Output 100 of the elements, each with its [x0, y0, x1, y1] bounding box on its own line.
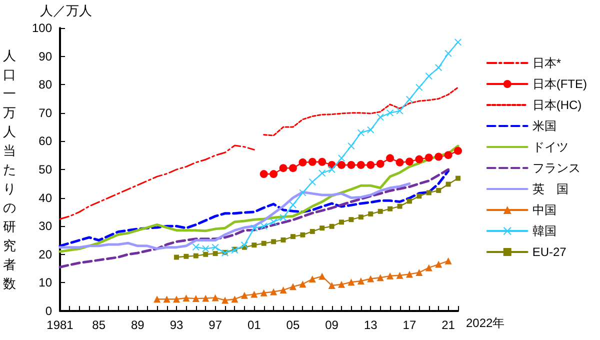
y-tick-label: 30 — [38, 219, 52, 234]
point — [182, 294, 190, 302]
point — [358, 214, 364, 220]
y-tick-label: 0 — [45, 304, 52, 318]
point — [318, 158, 326, 166]
point — [454, 38, 462, 46]
point — [435, 64, 442, 72]
point — [310, 228, 315, 234]
point — [270, 288, 278, 296]
point — [308, 178, 316, 186]
point — [193, 253, 198, 258]
legend-label: 米国 — [532, 119, 556, 133]
point — [250, 290, 258, 298]
point — [435, 260, 442, 268]
line-series — [58, 168, 450, 268]
point — [405, 158, 414, 166]
point — [366, 160, 375, 169]
point — [260, 222, 268, 230]
x-tick-label: 09 — [325, 318, 339, 332]
legend-label: ドイツ — [532, 140, 568, 154]
point — [298, 158, 307, 166]
point — [378, 208, 383, 214]
point — [270, 170, 278, 178]
point — [299, 189, 306, 196]
point — [271, 239, 276, 244]
y-tick-label: 60 — [38, 134, 52, 148]
legend-label: 中国 — [532, 203, 556, 217]
point — [376, 114, 384, 121]
point — [368, 211, 374, 216]
point — [347, 160, 356, 169]
line-series — [58, 170, 450, 248]
point — [318, 170, 326, 177]
legend-label: EU-27 — [532, 245, 567, 259]
point — [174, 254, 179, 260]
x-tick-label: 97 — [208, 318, 222, 332]
point — [425, 72, 432, 80]
point — [397, 204, 402, 209]
point — [202, 245, 210, 252]
point — [250, 224, 258, 232]
point — [289, 283, 296, 290]
point — [388, 206, 393, 212]
point — [270, 218, 278, 226]
point — [436, 188, 442, 193]
point — [357, 278, 364, 284]
point — [357, 129, 364, 136]
point — [424, 154, 433, 162]
point — [328, 282, 336, 290]
point — [240, 242, 248, 249]
point — [192, 244, 200, 251]
point — [279, 164, 288, 172]
point — [261, 240, 266, 246]
point — [260, 170, 268, 178]
point — [386, 272, 394, 280]
point — [444, 257, 452, 264]
point — [416, 84, 423, 91]
legend-label: 日本* — [532, 56, 562, 70]
point — [426, 190, 432, 196]
point — [338, 154, 346, 162]
point — [396, 107, 404, 114]
point — [386, 109, 394, 116]
point — [280, 286, 287, 294]
line-series — [58, 182, 411, 250]
point — [280, 237, 286, 242]
y-tick-label: 40 — [38, 190, 52, 205]
point — [163, 296, 170, 303]
point — [348, 217, 354, 222]
point — [434, 152, 443, 161]
point — [367, 126, 374, 134]
point — [252, 242, 257, 248]
point — [290, 234, 296, 240]
y-tick-label: 100 — [32, 21, 52, 35]
point — [203, 252, 208, 257]
legend-label: 日本(FTE) — [532, 77, 588, 91]
x-tick-label: 21 — [442, 318, 456, 332]
x-tick-label: 89 — [130, 318, 145, 332]
y-tick-label: 50 — [38, 162, 52, 176]
point — [212, 244, 219, 251]
point — [212, 294, 219, 302]
point — [406, 96, 413, 103]
x-tick-label: 1981 — [46, 318, 74, 332]
point — [308, 158, 316, 166]
point — [339, 220, 344, 225]
x-tick-label: 13 — [364, 318, 378, 332]
x-tick-label: 85 — [92, 318, 106, 332]
y-tick-label: 10 — [38, 276, 52, 290]
point — [318, 272, 326, 280]
point — [280, 214, 287, 222]
point — [172, 296, 180, 303]
point — [231, 296, 238, 303]
point — [222, 296, 229, 304]
point — [329, 224, 334, 229]
point — [308, 276, 316, 283]
x-axis-title: 2022年 — [466, 316, 505, 330]
point — [192, 295, 200, 302]
point — [446, 182, 451, 187]
point — [376, 274, 384, 282]
y-tick-label: 70 — [38, 106, 52, 120]
text: 人／万人 — [40, 3, 92, 18]
point — [444, 151, 452, 160]
legend-label: 日本(HC) — [532, 98, 582, 112]
